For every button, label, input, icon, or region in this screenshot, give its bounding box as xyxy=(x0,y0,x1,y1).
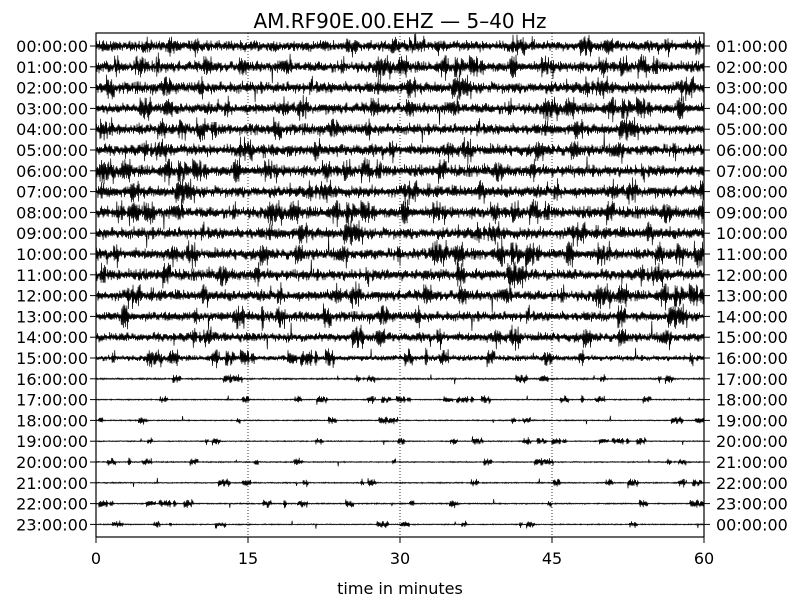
right-time-label: 10:00:00 xyxy=(716,224,788,243)
trace-row-4 xyxy=(95,116,705,143)
right-time-label: 04:00:00 xyxy=(716,99,788,118)
trace-row-20 xyxy=(95,457,705,467)
right-time-label: 23:00:00 xyxy=(716,495,788,514)
trace-row-15 xyxy=(95,347,705,369)
left-time-label: 23:00:00 xyxy=(16,515,88,534)
left-time-label: 08:00:00 xyxy=(16,203,88,222)
right-time-label: 02:00:00 xyxy=(716,58,788,77)
trace-row-21 xyxy=(95,477,705,489)
left-time-label: 11:00:00 xyxy=(16,266,88,285)
right-time-label: 15:00:00 xyxy=(716,328,788,347)
left-time-label: 04:00:00 xyxy=(16,120,88,139)
left-time-label: 22:00:00 xyxy=(16,495,88,514)
right-time-label: 18:00:00 xyxy=(716,391,788,410)
trace-row-14 xyxy=(95,320,705,351)
left-time-label: 21:00:00 xyxy=(16,474,88,493)
right-time-label: 13:00:00 xyxy=(716,287,788,306)
x-tick-label: 0 xyxy=(91,549,101,568)
right-time-label: 12:00:00 xyxy=(716,266,788,285)
x-axis-ticks: 0 15 30 45 60 xyxy=(91,537,714,568)
seismic-traces xyxy=(95,33,705,529)
right-time-label: 20:00:00 xyxy=(716,432,788,451)
trace-row-7 xyxy=(95,177,705,206)
left-time-label: 03:00:00 xyxy=(16,99,88,118)
grid-lines xyxy=(247,33,553,537)
left-time-label: 20:00:00 xyxy=(16,453,88,472)
trace-row-8 xyxy=(95,198,705,230)
trace-row-18 xyxy=(95,415,705,425)
left-time-label: 00:00:00 xyxy=(16,37,88,56)
left-time-label: 05:00:00 xyxy=(16,141,88,160)
right-time-label: 22:00:00 xyxy=(716,474,788,493)
trace-row-1 xyxy=(95,52,705,84)
right-time-label: 09:00:00 xyxy=(716,203,788,222)
right-time-label: 17:00:00 xyxy=(716,370,788,389)
left-time-label: 01:00:00 xyxy=(16,58,88,77)
trace-row-11 xyxy=(95,259,705,289)
trace-row-12 xyxy=(95,281,705,313)
trace-row-6 xyxy=(95,156,705,186)
left-time-label: 06:00:00 xyxy=(16,162,88,181)
trace-row-13 xyxy=(95,303,705,331)
right-time-label: 19:00:00 xyxy=(716,411,788,430)
chart-title: AM.RF90E.00.EHZ — 5–40 Hz xyxy=(253,9,546,33)
right-time-label: 01:00:00 xyxy=(716,37,788,56)
right-time-label: 05:00:00 xyxy=(716,120,788,139)
trace-row-3 xyxy=(95,94,705,125)
left-time-label: 07:00:00 xyxy=(16,183,88,202)
right-time-label: 16:00:00 xyxy=(716,349,788,368)
trace-row-9 xyxy=(95,220,705,248)
left-time-label: 10:00:00 xyxy=(16,245,88,264)
plot-frame xyxy=(95,32,705,538)
x-tick-label: 15 xyxy=(238,549,258,568)
right-time-label: 00:00:00 xyxy=(716,515,788,534)
trace-row-16 xyxy=(95,374,705,385)
right-time-label: 07:00:00 xyxy=(716,162,788,181)
left-time-label: 16:00:00 xyxy=(16,370,88,389)
right-time-label: 03:00:00 xyxy=(716,79,788,98)
right-time-label: 06:00:00 xyxy=(716,141,788,160)
right-time-label: 21:00:00 xyxy=(716,453,788,472)
x-tick-label: 60 xyxy=(694,549,714,568)
left-time-label: 12:00:00 xyxy=(16,287,88,306)
left-time-label: 02:00:00 xyxy=(16,79,88,98)
right-time-label: 14:00:00 xyxy=(716,307,788,326)
left-time-label: 14:00:00 xyxy=(16,328,88,347)
trace-row-2 xyxy=(95,74,705,103)
left-time-label: 18:00:00 xyxy=(16,411,88,430)
right-time-label: 08:00:00 xyxy=(716,183,788,202)
trace-row-23 xyxy=(95,520,705,529)
trace-row-10 xyxy=(95,235,705,269)
left-time-label: 19:00:00 xyxy=(16,432,88,451)
left-time-label: 17:00:00 xyxy=(16,391,88,410)
x-tick-label: 30 xyxy=(390,549,410,568)
trace-row-17 xyxy=(95,395,705,405)
left-time-label: 15:00:00 xyxy=(16,349,88,368)
left-time-label: 13:00:00 xyxy=(16,307,88,326)
trace-row-0 xyxy=(95,33,705,58)
trace-row-22 xyxy=(95,498,705,509)
trace-row-19 xyxy=(95,436,705,446)
trace-row-5 xyxy=(95,132,705,165)
x-tick-label: 45 xyxy=(542,549,562,568)
left-time-label: 09:00:00 xyxy=(16,224,88,243)
right-time-label: 11:00:00 xyxy=(716,245,788,264)
x-axis-label: time in minutes xyxy=(337,579,463,598)
